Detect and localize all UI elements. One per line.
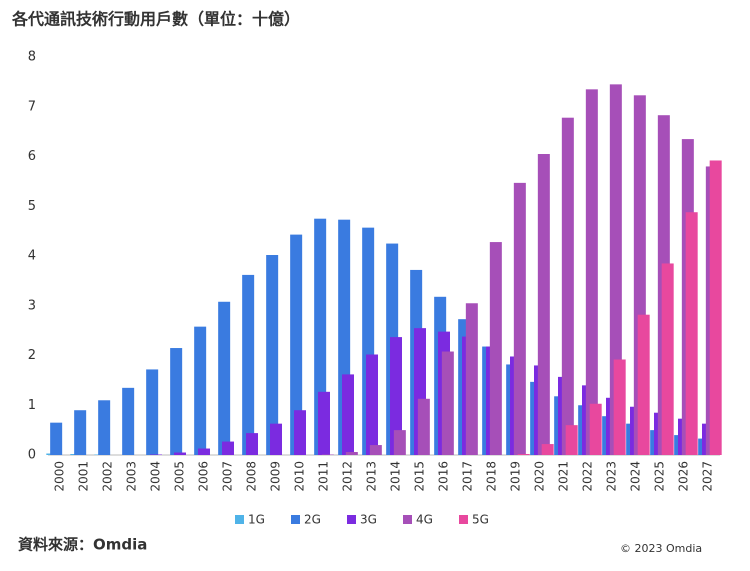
x-tick-label: 2000 <box>53 461 67 492</box>
bar <box>418 399 430 455</box>
y-tick-label: 3 <box>28 298 36 313</box>
bar <box>590 404 602 455</box>
y-tick-label: 4 <box>28 249 36 264</box>
x-tick-label: 2017 <box>461 461 475 492</box>
y-tick-label: 0 <box>28 448 36 463</box>
bar <box>686 212 698 455</box>
x-tick-label: 2005 <box>173 461 187 492</box>
x-tick-label: 2003 <box>125 461 139 492</box>
bar <box>638 315 650 455</box>
x-tick-label: 2026 <box>677 461 691 492</box>
bar <box>490 242 502 455</box>
bar <box>342 374 354 455</box>
x-tick-label: 2009 <box>269 461 283 492</box>
x-tick-label: 2015 <box>413 461 427 492</box>
bar <box>710 160 722 455</box>
bar <box>538 154 550 455</box>
x-tick-label: 2019 <box>509 461 523 492</box>
legend-label: 5G <box>472 513 489 527</box>
x-tick-label: 2006 <box>197 461 211 492</box>
bar <box>174 453 186 455</box>
y-tick-label: 5 <box>28 199 36 214</box>
x-tick-label: 2021 <box>557 461 571 492</box>
x-tick-label: 2007 <box>221 461 235 492</box>
legend-swatch <box>403 515 412 524</box>
y-tick-label: 1 <box>28 398 36 413</box>
bar <box>662 263 674 455</box>
bar <box>586 89 598 455</box>
bar <box>318 392 330 455</box>
x-tick-label: 2010 <box>293 461 307 492</box>
bar <box>366 355 378 455</box>
bar <box>562 118 574 455</box>
legend-swatch <box>459 515 468 524</box>
source: 資料來源：Omdia <box>18 536 147 554</box>
bar <box>514 183 526 455</box>
x-tick-label: 2016 <box>437 461 451 492</box>
bar <box>170 348 182 455</box>
legend-swatch <box>235 515 244 524</box>
y-tick-label: 2 <box>28 348 36 363</box>
bar <box>270 424 282 455</box>
x-tick-label: 2008 <box>245 461 259 492</box>
copyright: © 2023 Omdia <box>620 542 702 555</box>
bar <box>394 430 406 455</box>
bar <box>442 352 454 455</box>
y-tick-label: 7 <box>28 99 36 114</box>
x-tick-label: 2027 <box>701 461 715 492</box>
x-tick-label: 2004 <box>149 461 163 492</box>
x-tick-label: 2012 <box>341 461 355 492</box>
x-tick-label: 2023 <box>605 461 619 492</box>
bar <box>242 275 254 455</box>
chart-title: 各代通訊技術行動用戶數（單位：十億） <box>11 10 300 29</box>
bar <box>370 445 382 455</box>
bar <box>518 454 530 455</box>
bar <box>614 359 626 455</box>
bar <box>294 410 306 455</box>
legend-swatch <box>291 515 300 524</box>
x-tick-label: 2022 <box>581 461 595 492</box>
bar <box>346 452 358 455</box>
bar <box>50 423 62 455</box>
legend-label: 3G <box>360 513 377 527</box>
bar <box>542 444 554 455</box>
bar <box>222 442 234 455</box>
bar <box>194 327 206 455</box>
x-tick-label: 2014 <box>389 461 403 492</box>
bar <box>218 302 230 455</box>
x-tick-label: 2002 <box>101 461 115 492</box>
x-tick-label: 2025 <box>653 461 667 492</box>
bar <box>198 449 210 455</box>
bar <box>122 388 134 455</box>
legend-label: 1G <box>248 513 265 527</box>
legend-swatch <box>347 515 356 524</box>
x-tick-label: 2020 <box>533 461 547 492</box>
bar <box>98 400 110 455</box>
x-tick-label: 2024 <box>629 461 643 492</box>
y-tick-label: 8 <box>28 50 36 65</box>
legend-label: 4G <box>416 513 433 527</box>
x-tick-label: 2018 <box>485 461 499 492</box>
y-tick-label: 6 <box>28 149 36 164</box>
bar <box>74 410 86 455</box>
x-tick-label: 2013 <box>365 461 379 492</box>
x-tick-label: 2001 <box>77 461 91 492</box>
bar <box>566 425 578 455</box>
bar <box>146 369 158 455</box>
bar <box>246 433 258 455</box>
x-tick-label: 2011 <box>317 461 331 492</box>
bar <box>466 303 478 455</box>
legend-label: 2G <box>304 513 321 527</box>
